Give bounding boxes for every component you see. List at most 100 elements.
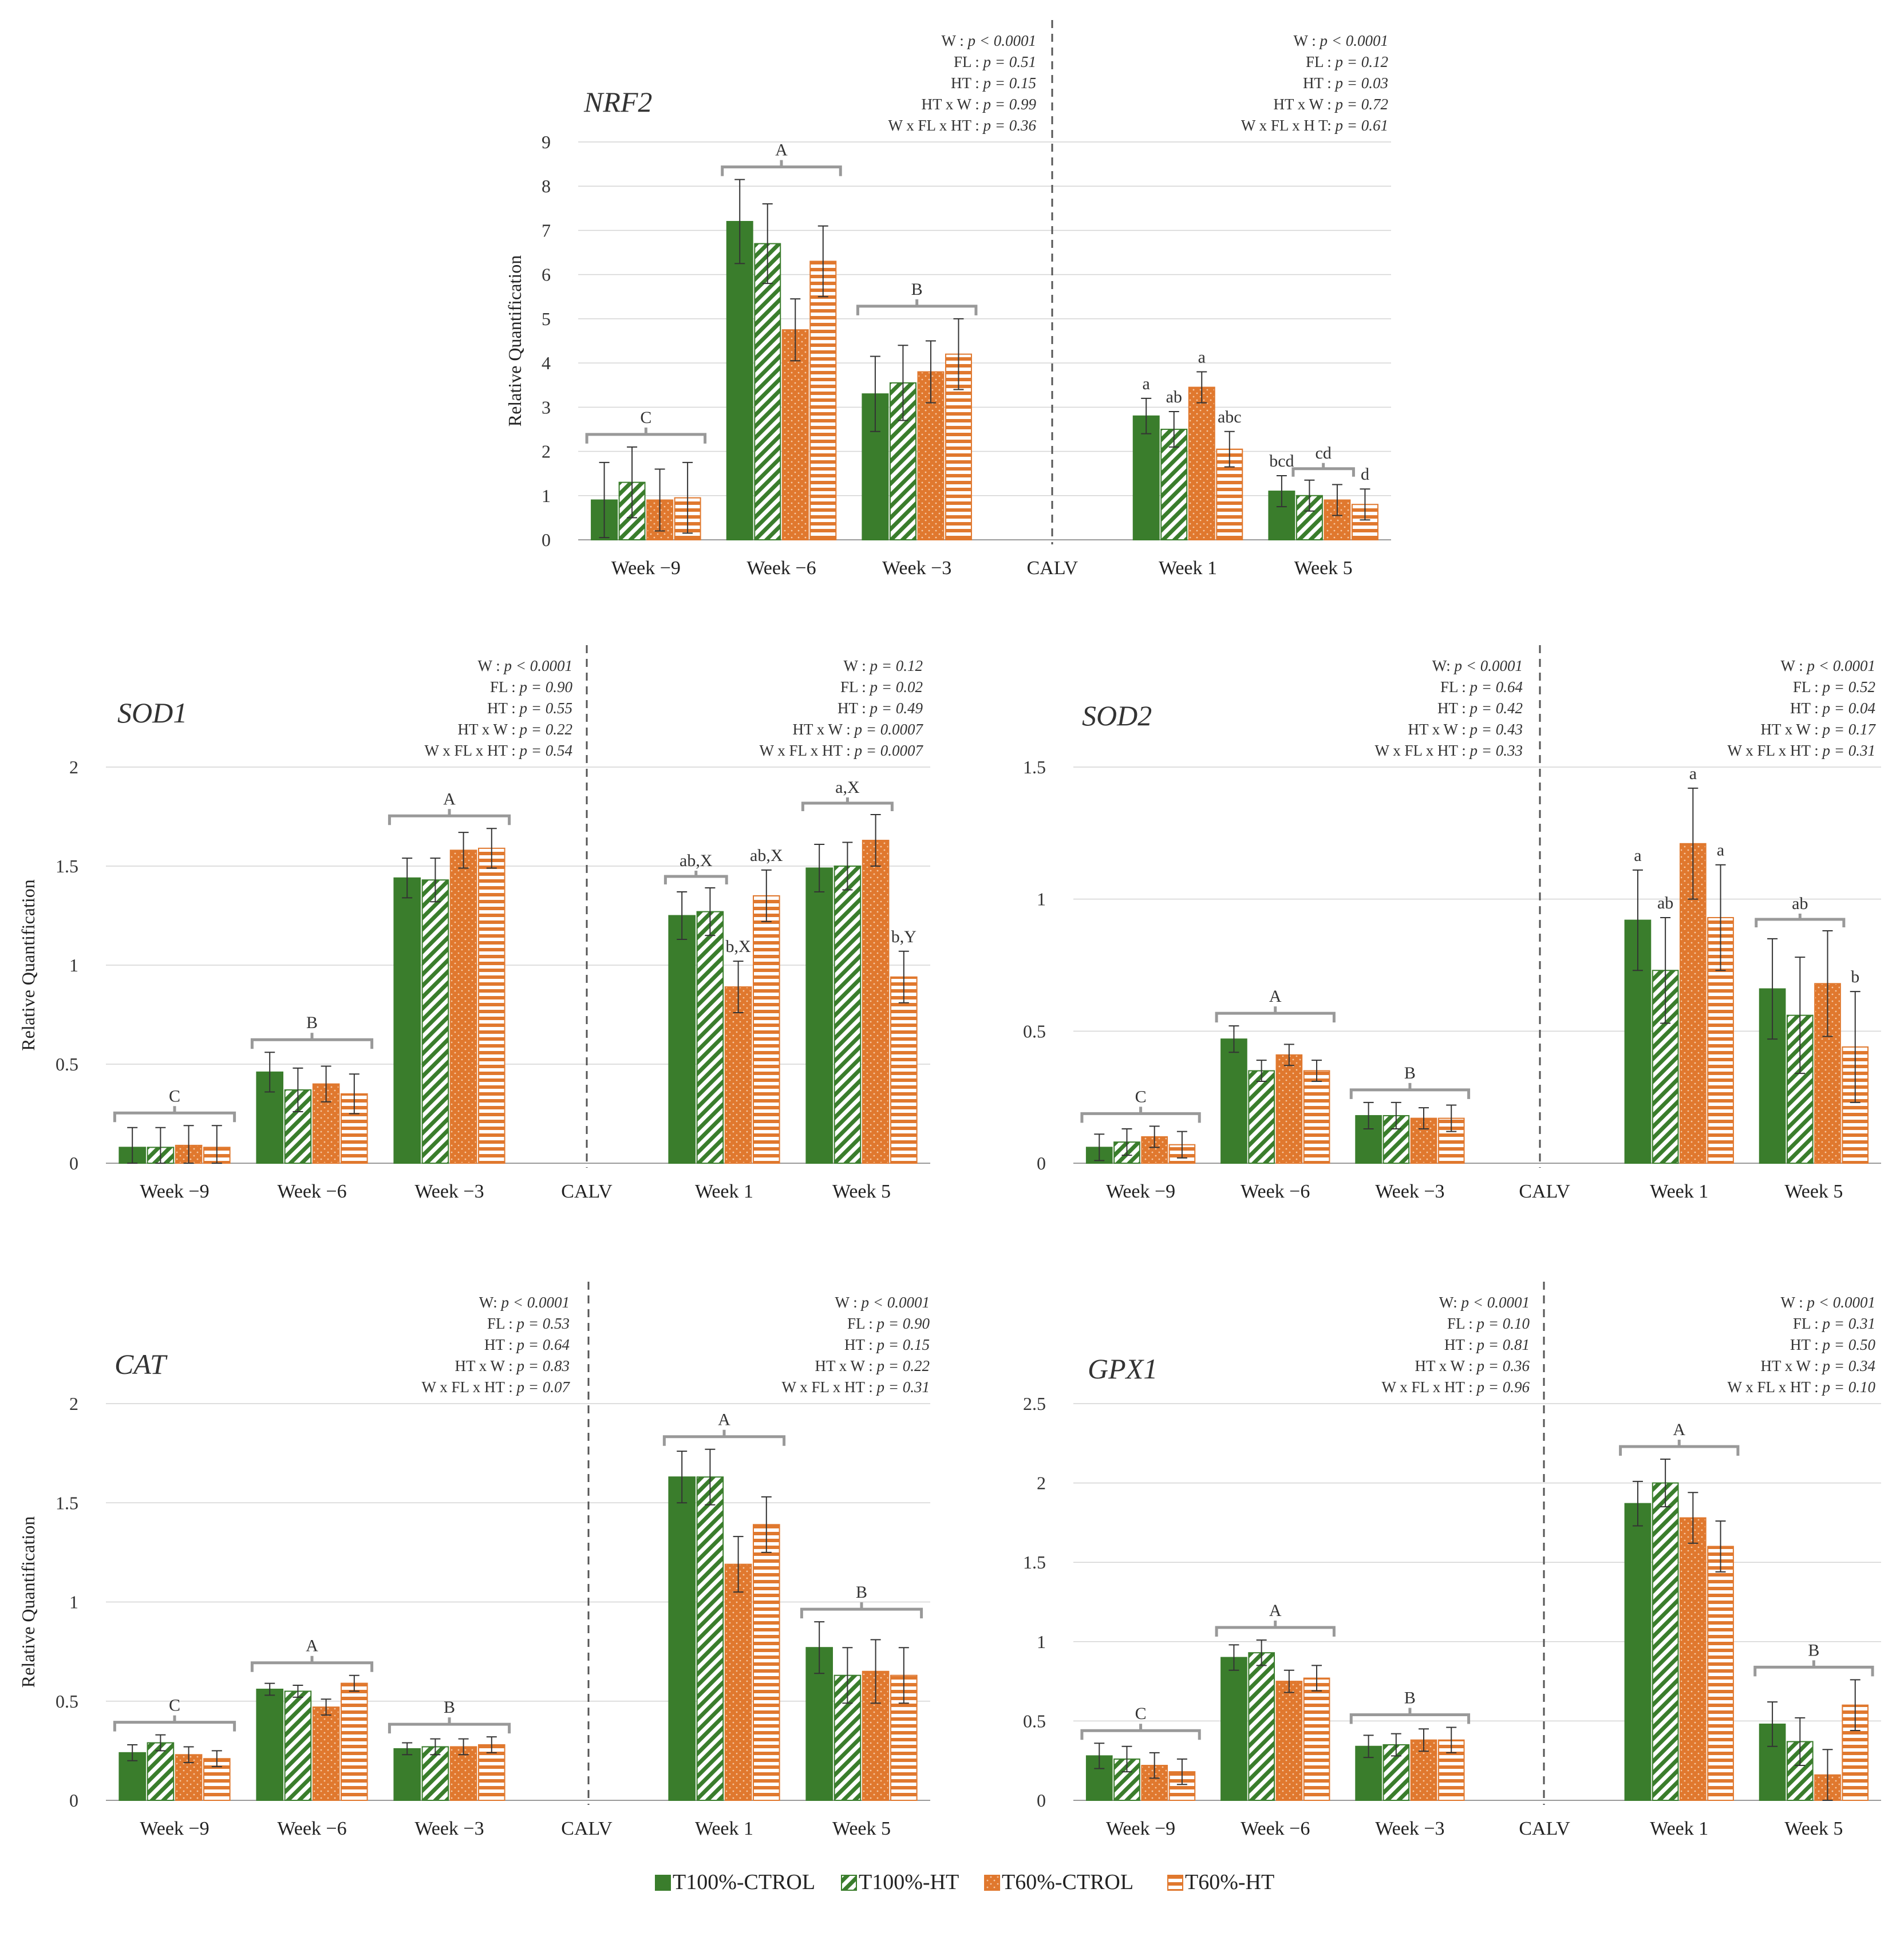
bar-t100-ctrol	[805, 867, 834, 1164]
x-category-label: Week −3	[414, 1818, 484, 1839]
stat-left: W: p < 0.0001	[1439, 1294, 1530, 1311]
bar-t60-ctrol	[1275, 1681, 1303, 1801]
stat-right: FL : p = 0.12	[1306, 53, 1388, 70]
stat-right: W x FL x HT : p = 0.31	[782, 1378, 930, 1396]
y-tick-label: 5	[542, 309, 551, 329]
bar-t60-ctrol	[724, 986, 752, 1164]
x-category-label: CALV	[1027, 558, 1079, 579]
legend-swatch	[1167, 1875, 1183, 1891]
group-bracket	[113, 1106, 236, 1123]
bar-significance-label: a	[1717, 841, 1724, 860]
bar-t60-ht	[1842, 1046, 1869, 1164]
y-tick-label: 8	[542, 176, 551, 196]
bar-t100-ht	[1160, 428, 1188, 541]
stat-right: HT x W : p = 0.72	[1274, 96, 1389, 113]
stat-right: HT : p = 0.50	[1790, 1336, 1875, 1353]
y-tick-label: 1	[1037, 889, 1046, 910]
bar-t60-ctrol	[312, 1706, 340, 1801]
group-bracket	[250, 1033, 374, 1049]
stat-right: FL : p = 0.31	[1793, 1315, 1875, 1332]
y-tick-label: 1	[69, 955, 78, 975]
bar-t60-ht	[1707, 1546, 1734, 1801]
group-bracket	[1080, 1724, 1201, 1740]
bar-t100-ctrol	[1624, 1503, 1652, 1801]
x-category-label: Week 1	[695, 1181, 753, 1202]
stat-right: W : p < 0.0001	[835, 1294, 930, 1311]
bar-t60-ctrol	[1188, 386, 1215, 540]
stat-right: FL : p = 0.90	[847, 1315, 930, 1332]
bar-t60-ctrol	[724, 1563, 752, 1801]
bar-t100-ht	[421, 1746, 449, 1801]
partial-bracket	[801, 797, 894, 812]
bar-significance-label: ab	[1657, 894, 1673, 912]
stat-right: HT x W : p = 0.17	[1761, 721, 1877, 738]
bar-t100-ht	[284, 1690, 312, 1801]
y-tick-label: 0.5	[1023, 1021, 1046, 1041]
y-tick-label: 6	[542, 264, 551, 285]
bar-t60-ht	[478, 1744, 505, 1801]
x-category-label: Week 1	[1159, 558, 1217, 579]
group-letter: B	[1808, 1641, 1819, 1660]
stat-right: W x FL x HT : p = 0.31	[1728, 742, 1876, 759]
bar-t60-ht	[809, 260, 837, 540]
group-letter: C	[1135, 1087, 1147, 1106]
partial-bracket	[1755, 914, 1846, 928]
stat-left: HT x W : p = 0.43	[1408, 721, 1523, 738]
bar-t60-ht	[890, 976, 918, 1164]
chart-nrf2: 0 1 2 3 4 5 6 7 8 9 NRF2 Relative Quantification W :…	[504, 20, 1391, 579]
x-category-label: Week −9	[140, 1818, 209, 1839]
group-letter: B	[1404, 1064, 1416, 1082]
bar-significance-label: ab,X	[750, 846, 783, 865]
stat-right: HT x W : p = 0.34	[1761, 1357, 1876, 1374]
stat-right: W x FL x HT : p = 0.10	[1728, 1378, 1876, 1396]
stat-left: HT : p = 0.64	[484, 1336, 570, 1353]
x-category-label: Week 5	[1294, 558, 1353, 579]
stat-left: HT x W : p = 0.36	[1415, 1357, 1530, 1374]
stat-left: W x FL x HT : p = 0.33	[1375, 742, 1523, 759]
bar-significance-label: a	[1689, 764, 1697, 783]
x-category-label: Week 5	[832, 1181, 891, 1202]
chart-title: SOD1	[117, 697, 187, 729]
group-bracket	[662, 1429, 786, 1446]
stat-left: FL : p = 0.10	[1447, 1315, 1530, 1332]
stat-left: W : p < 0.0001	[478, 657, 572, 674]
bar-t100-ht	[1248, 1070, 1275, 1164]
group-bracket	[250, 1656, 374, 1672]
bar-t100-ctrol	[256, 1071, 283, 1164]
bar-t100-ctrol	[393, 877, 421, 1164]
y-axis-label: Relative Quantification	[504, 255, 525, 426]
x-category-label: Week 5	[1784, 1181, 1843, 1202]
stat-right: HT x W : p = 0.22	[815, 1357, 930, 1374]
bar-t60-ht	[1303, 1677, 1330, 1801]
y-tick-label: 1.5	[1023, 1552, 1046, 1572]
bar-t60-ctrol	[1275, 1054, 1303, 1164]
x-category-label: CALV	[561, 1181, 613, 1202]
partial-bracket-label: ab	[1792, 894, 1808, 913]
legend-swatch	[841, 1875, 857, 1891]
y-tick-label: 1.5	[56, 856, 78, 876]
stat-left: HT : p = 0.15	[951, 74, 1036, 92]
group-bracket	[721, 160, 842, 176]
bar-t100-ht	[1652, 1482, 1679, 1801]
stat-right: HT : p = 0.15	[844, 1336, 930, 1353]
chart-panels: 0 1 2 3 4 5 6 7 8 9 NRF2 Relative Quantification W :…	[18, 20, 1881, 1839]
group-bracket	[388, 1717, 511, 1734]
legend-label: T100%-CTROL	[673, 1870, 815, 1894]
stat-right: HT : p = 0.03	[1303, 74, 1388, 92]
bar-t60-ctrol	[175, 1754, 203, 1801]
y-tick-label: 2	[69, 1393, 78, 1414]
y-tick-label: 1.5	[56, 1492, 78, 1513]
stat-left: FL : p = 0.90	[490, 678, 572, 696]
bar-t100-ctrol	[668, 915, 696, 1164]
stat-left: W: p < 0.0001	[1432, 657, 1523, 674]
x-category-label: Week −3	[414, 1181, 484, 1202]
group-letter: A	[1269, 1601, 1282, 1620]
y-tick-label: 2	[69, 757, 78, 777]
group-bracket	[113, 1715, 236, 1732]
partial-bracket-label: ab,X	[680, 851, 713, 870]
stat-left: W x FL x HT : p = 0.36	[888, 117, 1037, 134]
x-category-label: Week 5	[832, 1818, 891, 1839]
group-bracket	[1619, 1440, 1740, 1456]
x-category-label: Week −6	[277, 1181, 346, 1202]
stat-left: HT x W : p = 0.83	[455, 1357, 570, 1374]
